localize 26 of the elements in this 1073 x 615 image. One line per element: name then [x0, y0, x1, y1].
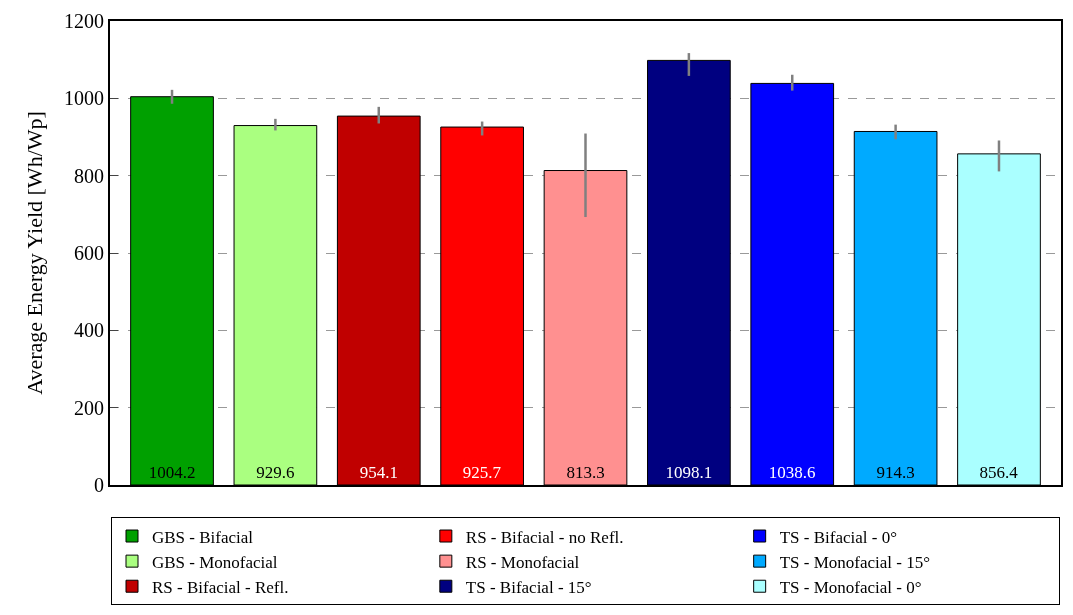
data-label: 1098.1 — [665, 463, 713, 482]
y-axis-title: Average Energy Yield [Wh/Wp] — [22, 111, 48, 395]
legend-label: TS - Monofacial - 15° — [779, 552, 930, 572]
legend-label: TS - Monofacial - 0° — [779, 577, 922, 597]
legend-label: TS - Bifacial - 0° — [779, 527, 897, 547]
y-tick-label: 600 — [74, 242, 104, 264]
data-label: 925.7 — [462, 463, 502, 482]
legend-label: RS - Bifacial - Refl. — [152, 577, 289, 597]
y-tick-label: 1200 — [64, 10, 104, 32]
legend-label: RS - Bifacial - no Refl. — [465, 527, 624, 547]
data-label: 813.3 — [566, 463, 605, 482]
legend-label: TS - Bifacial - 15° — [465, 577, 592, 597]
data-label: 929.6 — [256, 463, 295, 482]
y-tick-label: 0 — [94, 474, 104, 496]
data-label: 1038.6 — [768, 463, 816, 482]
data-label: 856.4 — [979, 463, 1019, 482]
y-tick-label: 1000 — [64, 87, 104, 110]
legend-label: GBS - Monofacial — [152, 552, 278, 572]
legend-label: GBS - Bifacial — [152, 527, 254, 547]
y-tick-label: 800 — [74, 164, 104, 187]
y-tick-label: 200 — [74, 396, 104, 419]
data-label: 1004.2 — [148, 463, 196, 482]
data-label: 954.1 — [359, 463, 398, 482]
y-tick-label: 400 — [74, 319, 104, 342]
data-label: 914.3 — [876, 463, 915, 482]
legend-label: RS - Monofacial — [465, 552, 580, 572]
